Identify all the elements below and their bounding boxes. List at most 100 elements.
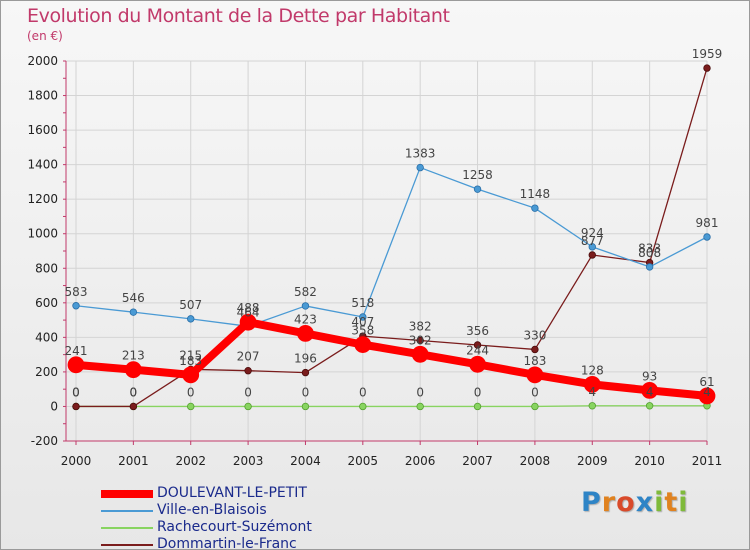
proxiti-logo: Proxiti	[581, 487, 689, 518]
legend-label-doulevant: DOULEVANT-LE-PETIT	[157, 485, 307, 501]
data-label-ville-en-blaisois: 464	[237, 305, 260, 319]
data-label-dommartin: 215	[179, 348, 202, 362]
y-tick-label: 1800	[27, 89, 58, 103]
legend-swatch-ville-en-blaisois	[101, 509, 153, 512]
data-label-rachecourt: 0	[72, 385, 80, 399]
y-tick-label: 0	[50, 399, 58, 413]
y-tick-label: 1600	[27, 123, 58, 137]
logo-letter: i	[678, 487, 689, 518]
data-point-rachecourt	[359, 402, 367, 411]
data-label-ville-en-blaisois: 546	[122, 291, 145, 305]
data-point-doulevant	[182, 366, 200, 384]
x-tick-label: 2005	[348, 454, 379, 468]
data-label-rachecourt: 0	[474, 385, 482, 399]
data-point-ville-en-blaisois	[416, 163, 424, 172]
data-label-doulevant: 358	[351, 324, 374, 338]
x-tick-label: 2006	[405, 454, 436, 468]
data-point-dommartin	[244, 367, 252, 375]
x-tick-label: 2003	[233, 454, 264, 468]
logo-letter: r	[601, 487, 617, 518]
data-label-doulevant: 423	[294, 312, 317, 326]
data-label-dommartin: 407	[351, 315, 374, 329]
logo-letter: o	[616, 487, 636, 518]
data-label-ville-en-blaisois: 1148	[520, 187, 551, 201]
data-label-dommartin: 877	[581, 234, 604, 248]
data-label-dommartin: 0	[72, 385, 80, 399]
data-point-ville-en-blaisois	[645, 263, 654, 271]
data-label-doulevant: 213	[122, 349, 145, 363]
data-point-doulevant	[469, 355, 486, 373]
data-point-dommartin	[703, 64, 711, 72]
data-label-doulevant: 244	[466, 343, 489, 357]
legend-label-rachecourt: Rachecourt-Suzémont	[157, 519, 312, 535]
data-label-doulevant: 61	[699, 375, 714, 389]
data-label-ville-en-blaisois: 808	[638, 246, 661, 260]
x-tick-label: 2000	[61, 454, 92, 468]
data-label-rachecourt: 0	[130, 385, 138, 399]
data-point-ville-en-blaisois	[72, 302, 80, 310]
data-point-doulevant	[239, 313, 257, 331]
data-point-ville-en-blaisois	[359, 313, 367, 321]
data-point-doulevant	[698, 387, 716, 405]
data-label-ville-en-blaisois: 1383	[405, 147, 436, 161]
data-point-dommartin	[473, 341, 482, 349]
data-point-dommartin	[531, 345, 539, 354]
series-line-ville-en-blaisois	[75, 166, 708, 327]
data-label-ville-en-blaisois: 507	[179, 298, 202, 312]
data-label-doulevant: 183	[523, 354, 546, 368]
unit-label: (en €)	[27, 29, 63, 43]
data-label-dommartin: 356	[466, 324, 489, 338]
data-point-dommartin	[301, 368, 310, 377]
x-tick-label: 2010	[634, 454, 665, 468]
data-point-dommartin	[416, 336, 424, 345]
series-line-dommartin	[75, 67, 708, 408]
x-tick-label: 2002	[175, 454, 206, 468]
series-line-doulevant	[72, 318, 711, 400]
data-point-rachecourt	[588, 402, 596, 410]
data-point-doulevant	[526, 366, 544, 384]
data-point-dommartin	[72, 402, 80, 411]
logo-letter: P	[581, 487, 602, 518]
x-tick-label: 2007	[462, 454, 493, 468]
data-point-doulevant	[641, 381, 659, 399]
data-point-doulevant	[124, 361, 142, 379]
data-point-ville-en-blaisois	[301, 302, 310, 310]
y-tick-label: 2000	[27, 54, 58, 68]
data-label-dommartin: 0	[130, 385, 138, 399]
data-label-dommartin: 196	[294, 352, 317, 366]
y-tick-label: 1200	[27, 192, 58, 206]
data-label-dommartin: 382	[409, 319, 432, 333]
data-point-rachecourt	[301, 402, 310, 411]
chart-title: Evolution du Montant de la Dette par Hab…	[27, 5, 450, 27]
data-label-doulevant: 241	[65, 344, 88, 358]
data-point-doulevant	[411, 345, 429, 363]
data-label-rachecourt: 4	[588, 385, 596, 399]
data-label-rachecourt: 0	[359, 385, 367, 399]
data-label-rachecourt: 0	[531, 385, 539, 399]
legend-swatch-rachecourt	[101, 526, 153, 529]
y-tick-label: 400	[35, 330, 58, 344]
data-point-rachecourt	[531, 402, 539, 411]
legend-swatch-dommartin	[101, 543, 153, 546]
data-point-rachecourt	[416, 402, 424, 411]
data-label-ville-en-blaisois: 518	[351, 296, 374, 310]
data-label-ville-en-blaisois: 1258	[462, 168, 493, 182]
data-point-ville-en-blaisois	[473, 185, 482, 193]
logo-letter: i	[654, 487, 665, 518]
data-point-ville-en-blaisois	[531, 204, 539, 212]
y-tick-label: 1400	[27, 158, 58, 172]
y-tick-label: -200	[31, 434, 58, 448]
data-label-doulevant: 302	[409, 333, 432, 347]
data-label-ville-en-blaisois: 924	[581, 226, 604, 240]
data-point-rachecourt	[187, 402, 195, 411]
data-point-ville-en-blaisois	[129, 308, 138, 316]
data-label-rachecourt: 0	[187, 385, 195, 399]
data-point-rachecourt	[473, 402, 482, 411]
data-point-ville-en-blaisois	[187, 315, 195, 323]
data-point-ville-en-blaisois	[588, 243, 596, 251]
data-point-doulevant	[67, 356, 85, 374]
data-label-dommartin: 207	[237, 350, 260, 364]
x-tick-label: 2004	[290, 454, 321, 468]
